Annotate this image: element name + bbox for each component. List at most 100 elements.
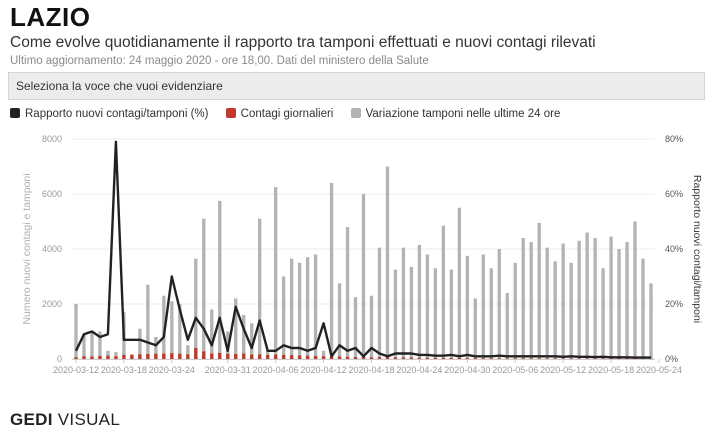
tamponi-bar (218, 200, 222, 359)
tamponi-bar (489, 268, 493, 359)
contagi-bar (281, 354, 286, 359)
contagi-bar (385, 357, 390, 359)
contagi-bar (369, 357, 374, 359)
contagi-bar (226, 353, 230, 359)
tamponi-bar (210, 309, 214, 359)
y-tick-left: 2000 (42, 299, 62, 309)
tamponi-bar (521, 238, 525, 359)
contagi-bar (202, 351, 206, 359)
tamponi-bar (409, 266, 414, 359)
contagi-bar (234, 354, 238, 359)
contagi-bar (170, 353, 174, 359)
y-tick-right: 20% (665, 299, 683, 309)
tamponi-bar (377, 247, 382, 359)
tamponi-bar (457, 207, 462, 359)
tamponi-bar (273, 187, 278, 359)
contagi-bar (529, 358, 533, 359)
tamponi-bar (258, 218, 262, 359)
tamponi-bar (425, 254, 430, 359)
contagi-bar (186, 354, 190, 359)
tamponi-bar (481, 254, 485, 359)
contagi-bar (513, 358, 517, 359)
legend-item-ratio[interactable]: Rapporto nuovi contagi/tamponi (%) (10, 108, 208, 120)
y-tick-right: 60% (665, 189, 683, 199)
contagi-bar (273, 354, 278, 359)
x-tick-label: 2020-04-18 (348, 365, 394, 375)
tamponi-bar (633, 221, 637, 359)
tamponi-bar (281, 276, 286, 359)
contagi-bar (210, 353, 214, 359)
tamponi-bar (561, 243, 565, 359)
tamponi-bar (641, 258, 645, 359)
x-tick-label: 2020-05-18 (588, 365, 634, 375)
contagi-bar (329, 356, 334, 359)
y-tick-left: 0 (57, 354, 62, 364)
contagi-bar (545, 358, 549, 359)
legend-label-contagi: Contagi giornalieri (240, 108, 334, 120)
tamponi-bar (465, 255, 469, 359)
tamponi-bar (649, 283, 653, 359)
contagi-bar (122, 354, 126, 359)
highlight-selector[interactable]: Seleziona la voce che vuoi evidenziare (8, 72, 705, 100)
tamponi-bar (146, 284, 150, 359)
contagi-bar (90, 356, 94, 359)
tamponi-bar (234, 298, 238, 359)
tamponi-bar (369, 295, 374, 359)
contagi-bar (457, 358, 462, 359)
x-tick-label: 2020-04-06 (253, 365, 299, 375)
tamponi-bar (289, 258, 294, 359)
contagi-bar (553, 358, 557, 359)
contagi-bar (321, 356, 326, 359)
tamponi-bar (82, 334, 86, 359)
legend-item-tamponi[interactable]: Variazione tamponi nelle ultime 24 ore (350, 108, 560, 120)
legend-swatch-tamponi (350, 108, 361, 118)
contagi-bar (433, 357, 438, 359)
tamponi-bar (138, 328, 142, 359)
contagi-bar (250, 354, 254, 359)
legend-item-contagi[interactable]: Contagi giornalieri (225, 108, 334, 120)
tamponi-bar (617, 249, 621, 359)
contagi-bar (465, 358, 469, 359)
contagi-bars (74, 348, 653, 359)
tamponi-bar (90, 332, 94, 359)
contagi-bar (353, 357, 358, 359)
brand-logo: GEDI VISUAL (10, 410, 120, 430)
tamponi-bar (569, 262, 573, 359)
y-axis-left-title: Numero nuovi contagi e tamponi (21, 173, 33, 324)
tamponi-bar (114, 352, 118, 359)
tamponi-bar (202, 218, 206, 359)
contagi-bar (497, 358, 501, 359)
contagi-bar (521, 358, 525, 359)
contagi-bar (489, 358, 493, 359)
contagi-bar (393, 357, 398, 359)
x-tick-label: 2020-03-24 (149, 365, 195, 375)
x-tick-label: 2020-03-18 (101, 365, 147, 375)
tamponi-bar (98, 331, 102, 359)
tamponi-bar (577, 240, 581, 359)
tamponi-bar (553, 261, 557, 359)
contagi-bar (297, 355, 302, 359)
contagi-bar (154, 353, 158, 359)
contagi-bar (417, 357, 422, 359)
contagi-bar (178, 353, 182, 359)
contagi-bar (106, 355, 110, 359)
x-tick-label: 2020-05-06 (492, 365, 538, 375)
tamponi-bar (162, 295, 166, 359)
legend-swatch-contagi (225, 108, 236, 118)
contagi-bar (481, 358, 485, 359)
tamponi-bar (186, 345, 190, 359)
x-axis: 2020-03-12 2020-03-18 2020-03-24 2020-03-31… (53, 359, 682, 375)
contagi-bar (561, 358, 565, 359)
contagi-bar (401, 357, 406, 359)
contagi-bar (98, 355, 102, 359)
tamponi-bar (601, 268, 605, 359)
tamponi-bar (585, 232, 589, 359)
tamponi-bar (106, 350, 110, 359)
contagi-bar (345, 356, 350, 359)
tamponi-bar (154, 337, 158, 359)
tamponi-bar (497, 249, 501, 359)
x-tick-label: 2020-04-30 (444, 365, 490, 375)
contagi-bar (337, 356, 342, 359)
chart-subtitle: Come evolve quotidianamente il rapporto … (10, 34, 596, 51)
tamponi-bar (321, 350, 326, 359)
